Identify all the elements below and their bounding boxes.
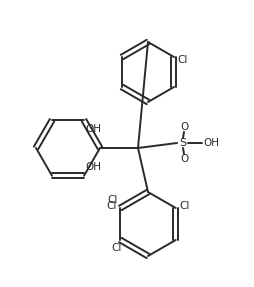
- Text: O: O: [180, 122, 188, 132]
- Text: OH: OH: [85, 124, 101, 134]
- Text: Cl: Cl: [111, 243, 121, 253]
- Text: OH: OH: [202, 138, 218, 148]
- Text: Cl: Cl: [105, 201, 116, 211]
- Text: Cl: Cl: [176, 55, 187, 65]
- Text: OH: OH: [85, 162, 101, 172]
- Text: Cl: Cl: [179, 201, 189, 211]
- Text: S: S: [179, 138, 186, 148]
- Text: Cl: Cl: [106, 195, 117, 205]
- Text: O: O: [180, 154, 188, 164]
